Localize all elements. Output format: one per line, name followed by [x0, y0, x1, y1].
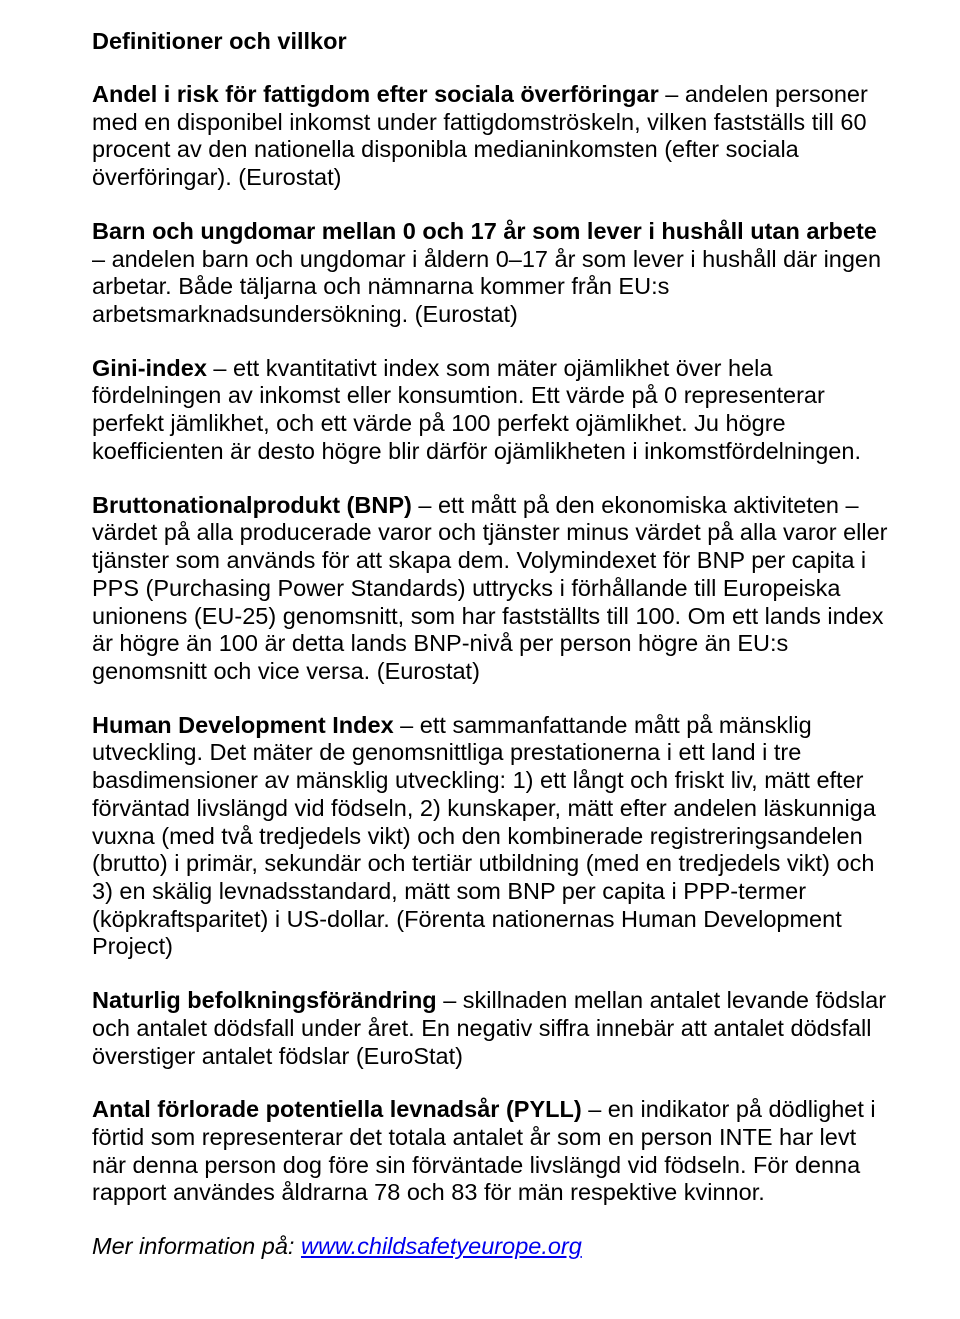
definition-term: Naturlig befolkningsförändring [92, 987, 437, 1013]
definition-paragraph: Andel i risk för fattigdom efter sociala… [92, 81, 896, 192]
definition-body: – ett mått på den ekonomiska aktiviteten… [92, 492, 888, 684]
document-page: Definitioner och villkor Andel i risk fö… [0, 0, 960, 1319]
definition-paragraph: Antal förlorade potentiella levnadsår (P… [92, 1096, 896, 1207]
definition-body: – andelen barn och ungdomar i åldern 0–1… [92, 246, 881, 327]
definition-term: Antal förlorade potentiella levnadsår (P… [92, 1096, 582, 1122]
definition-paragraph: Bruttonationalprodukt (BNP) – ett mått p… [92, 492, 896, 686]
definition-term: Gini-index [92, 355, 207, 381]
definition-term: Andel i risk för fattigdom efter sociala… [92, 81, 659, 107]
page-title: Definitioner och villkor [92, 28, 896, 55]
footer-line: Mer information på: www.childsafetyeurop… [92, 1233, 896, 1261]
definition-paragraph: Barn och ungdomar mellan 0 och 17 år som… [92, 218, 896, 329]
definition-body: – ett sammanfattande mått på mänsklig ut… [92, 712, 876, 960]
definition-paragraph: Naturlig befolkningsförändring – skillna… [92, 987, 896, 1070]
definition-paragraph: Human Development Index – ett sammanfatt… [92, 712, 896, 961]
definition-term: Barn och ungdomar mellan 0 och 17 år som… [92, 218, 877, 244]
definition-term: Human Development Index [92, 712, 394, 738]
definition-paragraph: Gini-index – ett kvantitativt index som … [92, 355, 896, 466]
definition-body: – ett kvantitativt index som mäter ojäml… [92, 355, 861, 464]
footer-link[interactable]: www.childsafetyeurope.org [301, 1233, 582, 1259]
footer-prefix: Mer information på: [92, 1233, 301, 1259]
definition-term: Bruttonationalprodukt (BNP) [92, 492, 412, 518]
